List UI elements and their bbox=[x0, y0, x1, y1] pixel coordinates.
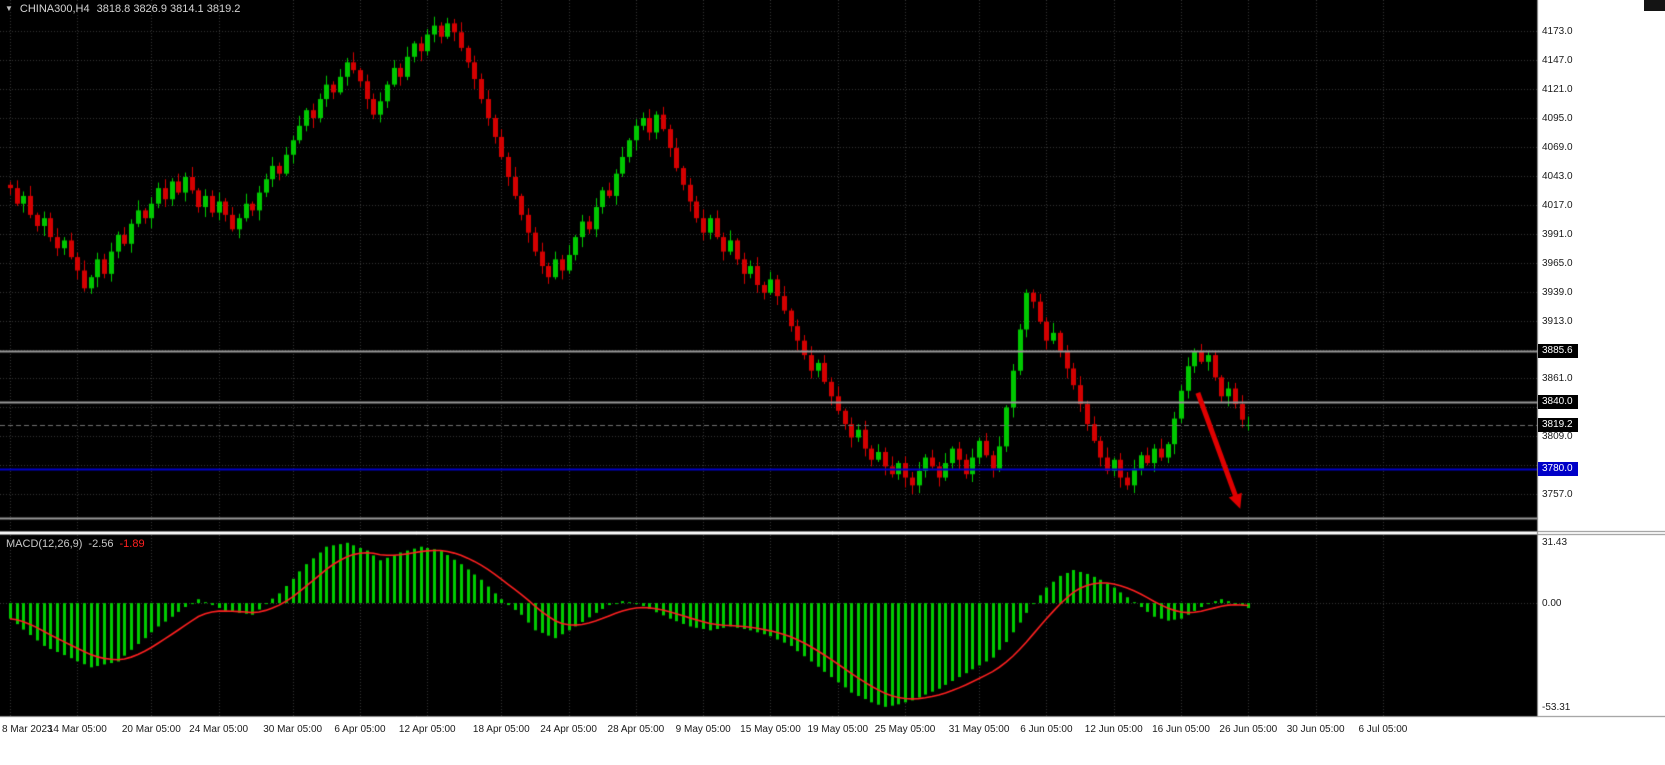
macd-value-main: -2.56 bbox=[88, 538, 114, 550]
symbol-name: CHINA300,H4 bbox=[19, 3, 90, 15]
time-label: 14 Mar 05:00 bbox=[47, 724, 107, 735]
time-label: 18 Apr 05:00 bbox=[472, 724, 530, 735]
time-label: 8 Mar 2023 bbox=[2, 724, 53, 735]
ohlc-values: 3818.8 3826.9 3814.1 3819.2 bbox=[96, 3, 241, 15]
price-tick-label: 4121.0 bbox=[1542, 84, 1573, 96]
time-label: 20 Mar 05:00 bbox=[121, 724, 181, 735]
price-tick-label: 3809.0 bbox=[1542, 431, 1573, 443]
time-label: 9 May 05:00 bbox=[675, 724, 731, 735]
macd-name: MACD(12,26,9) bbox=[6, 538, 83, 550]
time-label: 30 Jun 05:00 bbox=[1286, 724, 1345, 735]
price-tick-label: 4147.0 bbox=[1542, 55, 1573, 67]
price-tick-label: 3861.0 bbox=[1542, 373, 1573, 385]
time-label: 16 Jun 05:00 bbox=[1152, 724, 1210, 735]
price-tick-label: 3991.0 bbox=[1542, 228, 1573, 240]
time-label: 24 Mar 05:00 bbox=[189, 724, 249, 735]
macd-indicator-label: MACD(12,26,9) -2.56 -1.89 bbox=[6, 538, 145, 550]
symbol-dropdown-icon[interactable]: ▼ bbox=[5, 4, 13, 13]
corner-marker bbox=[1644, 0, 1665, 11]
time-label: 6 Jun 05:00 bbox=[1020, 724, 1073, 735]
time-label: 25 May 05:00 bbox=[874, 724, 936, 735]
price-tick-label: 4173.0 bbox=[1542, 26, 1573, 38]
price-level-tag: 3840.0 bbox=[1538, 394, 1578, 409]
time-axis[interactable]: 8 Mar 2023 14 Mar 05:00 20 Mar 05:00 24 Mar… bbox=[0, 716, 1665, 765]
time-label: 6 Jul 05:00 bbox=[1358, 724, 1408, 735]
price-tick-label: 3757.0 bbox=[1542, 489, 1573, 501]
time-label: 12 Jun 05:00 bbox=[1084, 724, 1143, 735]
current-price-tag: 3819.2 bbox=[1538, 418, 1578, 433]
price-axis[interactable]: 4173.0 4147.0 4121.0 4095.0 4069.0 4043.0 4017… bbox=[1537, 0, 1665, 716]
price-tick-label: 4069.0 bbox=[1542, 141, 1573, 153]
price-tick-label: 4043.0 bbox=[1542, 170, 1573, 182]
price-tick-label: 3965.0 bbox=[1542, 257, 1573, 269]
chart-title: ▼ CHINA300,H4 3818.8 3826.9 3814.1 3819.… bbox=[5, 3, 240, 15]
time-label: 6 Apr 05:00 bbox=[334, 724, 386, 735]
time-label: 28 Apr 05:00 bbox=[607, 724, 665, 735]
time-label: 12 Apr 05:00 bbox=[398, 724, 456, 735]
macd-axis-label: 31.43 bbox=[1542, 536, 1568, 548]
macd-axis-label: 0.00 bbox=[1542, 598, 1562, 610]
macd-value-signal: -1.89 bbox=[119, 538, 145, 550]
price-tick-label: 4017.0 bbox=[1542, 199, 1573, 211]
time-label: 26 Jun 05:00 bbox=[1219, 724, 1278, 735]
price-tick-label: 3913.0 bbox=[1542, 315, 1573, 327]
time-label: 19 May 05:00 bbox=[807, 724, 869, 735]
time-label: 31 May 05:00 bbox=[948, 724, 1010, 735]
time-label: 30 Mar 05:00 bbox=[263, 724, 323, 735]
price-level-tag: 3780.0 bbox=[1538, 461, 1578, 476]
panel-resize-handle[interactable] bbox=[0, 531, 1665, 535]
time-label: 15 May 05:00 bbox=[740, 724, 801, 735]
price-tick-label: 4095.0 bbox=[1542, 113, 1573, 124]
price-level-tag: 3885.6 bbox=[1538, 344, 1578, 359]
macd-axis-label: -53.31 bbox=[1542, 701, 1571, 713]
price-tick-label: 3939.0 bbox=[1542, 286, 1573, 298]
time-label: 24 Apr 05:00 bbox=[540, 724, 597, 735]
